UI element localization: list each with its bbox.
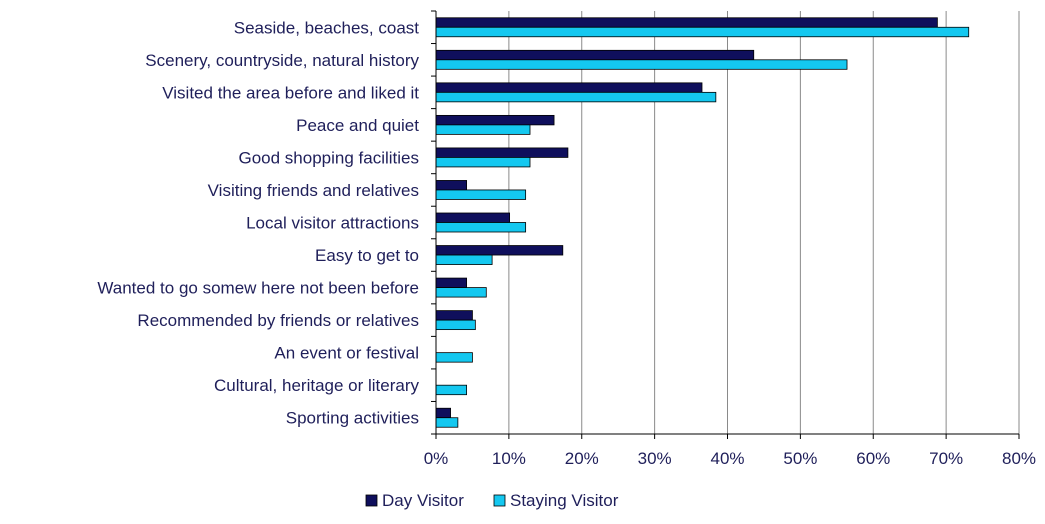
category-label: Seaside, beaches, coast: [234, 18, 420, 37]
category-label: Sporting activities: [286, 409, 419, 428]
bar-staying-visitor: [435, 26, 970, 38]
bar-staying-visitor: [435, 384, 468, 396]
bar-day-visitor: [435, 277, 468, 288]
category-label: Easy to get to: [315, 246, 419, 265]
bar-day-visitor: [435, 245, 564, 256]
category-label: Scenery, countryside, natural history: [145, 51, 419, 70]
category-label: Peace and quiet: [296, 116, 419, 135]
bar-staying-visitor: [435, 157, 531, 168]
bar-staying-visitor: [435, 352, 473, 363]
bar-day-visitor: [435, 310, 473, 321]
x-tick-label: 80%: [1002, 449, 1036, 468]
legend-swatch-day-visitor: [365, 494, 378, 507]
legend: Day Visitor Staying Visitor: [365, 491, 619, 510]
bar-day-visitor: [435, 147, 569, 158]
bar-day-visitor: [435, 407, 451, 419]
bar-layer: [435, 17, 970, 428]
bar-day-visitor: [435, 17, 938, 28]
bar-day-visitor: [435, 212, 511, 223]
category-label: An event or festival: [274, 344, 419, 363]
category-label: Wanted to go somew here not been before: [97, 279, 419, 298]
bar-staying-visitor: [435, 417, 459, 428]
bar-day-visitor: [435, 114, 555, 126]
bar-staying-visitor: [435, 189, 527, 200]
bar-staying-visitor: [435, 287, 487, 298]
x-tick-label: 70%: [929, 449, 963, 468]
x-tick-label: 20%: [565, 449, 599, 468]
bar-staying-visitor: [435, 124, 531, 135]
bar-day-visitor: [435, 180, 468, 191]
category-label: Local visitor attractions: [246, 214, 419, 233]
bar-staying-visitor: [435, 222, 527, 233]
bar-staying-visitor: [435, 319, 476, 331]
bar-day-visitor: [435, 82, 703, 93]
x-tick-label: 10%: [492, 449, 526, 468]
legend-swatch-staying-visitor: [493, 494, 506, 507]
x-tick-label: 40%: [710, 449, 744, 468]
bar-staying-visitor: [435, 254, 493, 265]
category-label: Recommended by friends or relatives: [137, 311, 419, 330]
axis-layer: [431, 10, 1020, 439]
bar-staying-visitor: [435, 59, 848, 70]
x-tick-label: 0%: [424, 449, 449, 468]
legend-label-day-visitor: Day Visitor: [382, 491, 464, 510]
grid-layer: [508, 11, 1020, 434]
bar-staying-visitor: [435, 91, 717, 103]
category-label: Visited the area before and liked it: [162, 83, 419, 102]
category-label: Good shopping facilities: [238, 148, 419, 167]
x-tick-label: 60%: [856, 449, 890, 468]
label-layer: 0% 10% 20% 30% 40% 50% 60% 70% 80% Seaside, beach…: [97, 18, 1036, 468]
category-label: Cultural, heritage or literary: [214, 376, 420, 395]
x-tick-label: 50%: [783, 449, 817, 468]
category-label: Visiting friends and relatives: [208, 181, 419, 200]
x-tick-label: 30%: [638, 449, 672, 468]
bar-day-visitor: [435, 49, 755, 61]
legend-label-staying-visitor: Staying Visitor: [510, 491, 619, 510]
